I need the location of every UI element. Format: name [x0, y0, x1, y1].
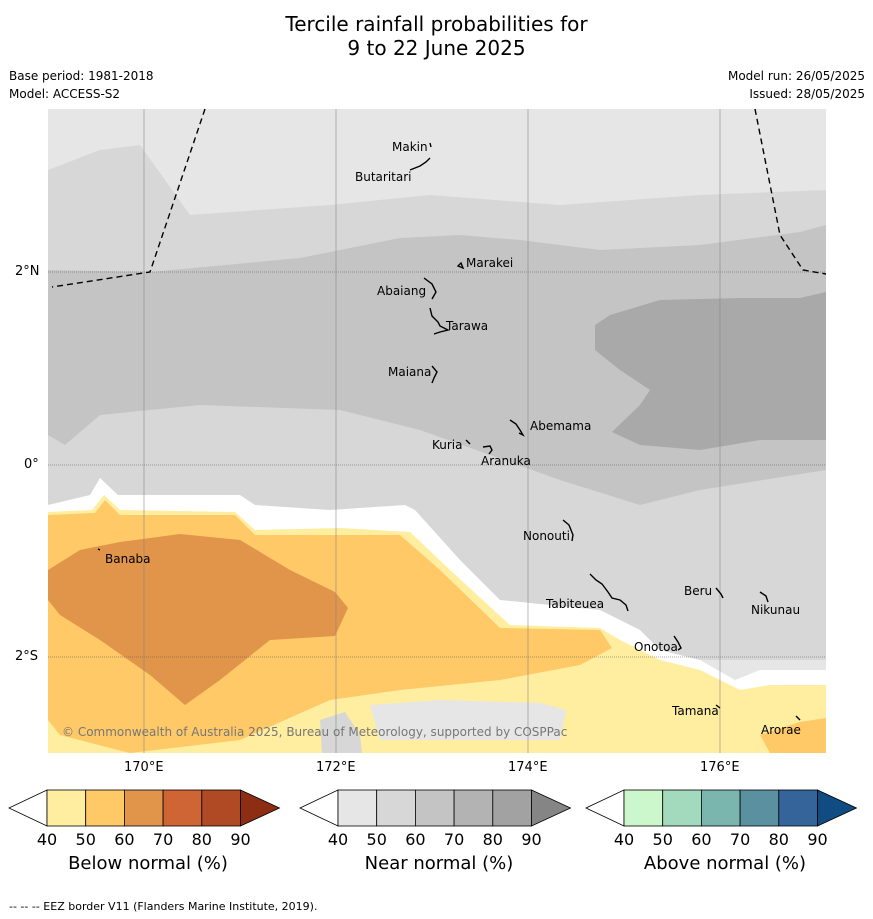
- colorbar-tick-label: 90: [230, 830, 251, 849]
- colorbar-swatch: [453, 789, 494, 827]
- island-label-tarawa: Tarawa: [445, 319, 488, 333]
- lat-label-2n: 2°N: [15, 264, 40, 279]
- island-label-aranuka: Aranuka: [481, 454, 531, 468]
- colorbar-extend-high: [817, 789, 858, 827]
- colorbar-tick-label: 70: [443, 830, 465, 849]
- colorbar-tick-label: 70: [152, 830, 174, 849]
- colorbar-swatches: [299, 789, 572, 827]
- island-label-maiana: Maiana: [388, 365, 431, 379]
- model-name: Model: ACCESS-S2: [9, 87, 121, 101]
- island-label-nonouti: Nonouti: [523, 529, 570, 543]
- colorbar-swatch: [124, 789, 164, 827]
- colorbar-ticks: 40 50 60 70 80 90: [299, 830, 579, 850]
- colorbar-tick-label: 80: [768, 830, 789, 849]
- colorbar-tick-label: 80: [191, 830, 212, 849]
- colorbar-swatch: [337, 789, 378, 827]
- rainfall-map: Makin Butaritari Marakei Abaiang Tarawa …: [48, 108, 827, 753]
- colorbar-extend-low: [8, 789, 48, 827]
- island-label-arorae: Arorae: [761, 723, 801, 737]
- colorbar-above-normal: 40 50 60 70 80 90 Above normal (%): [585, 786, 865, 876]
- island-label-abaiang: Abaiang: [377, 284, 426, 298]
- chart-title: Tercile rainfall probabilities for 9 to …: [0, 12, 873, 60]
- colorbar-tick-label: 60: [405, 830, 426, 849]
- colorbar-extend-low: [299, 789, 339, 827]
- island-label-butaritari: Butaritari: [355, 170, 412, 184]
- colorbar-swatch: [701, 789, 741, 827]
- graticule: [48, 271, 826, 658]
- colorbar-tick-label: 50: [75, 830, 96, 849]
- island-shapes: [97, 142, 801, 721]
- lat-label-2s: 2°S: [15, 649, 39, 664]
- island-label-marakei: Marakei: [466, 256, 513, 270]
- colorbar-extend-low: [585, 789, 625, 827]
- map-fields: [48, 109, 826, 753]
- colorbar-tick-label: 40: [613, 830, 635, 849]
- island-label-banaba: Banaba: [105, 552, 151, 566]
- lat-label-0: 0°: [24, 457, 39, 472]
- colorbar-tick-label: 50: [366, 830, 387, 849]
- field-below-50b: [760, 718, 826, 753]
- island-label-kuria: Kuria: [432, 438, 463, 452]
- colorbar-tick-label: 60: [691, 830, 712, 849]
- lon-label-170e: 170°E: [124, 760, 164, 775]
- field-below-60: [48, 534, 348, 705]
- colorbar-swatch: [739, 789, 780, 827]
- issued-date: Issued: 28/05/2025: [749, 87, 865, 101]
- colorbar-near-normal: 40 50 60 70 80 90 Near normal (%): [299, 786, 579, 876]
- model-run: Model run: 26/05/2025: [727, 69, 865, 83]
- colorbar-below-normal: 40 50 60 70 80 90 Below normal (%): [8, 786, 288, 876]
- field-near-pocket: [320, 712, 362, 753]
- meta-right: Model run: 26/05/2025 Issued: 28/05/2025: [728, 67, 865, 103]
- colorbar-ticks: 40 50 60 70 80 90: [585, 830, 865, 850]
- island-labels: Makin Butaritari Marakei Abaiang Tarawa …: [105, 140, 801, 737]
- island-label-onotoa: Onotoa: [634, 640, 678, 654]
- island-label-abemama: Abemama: [530, 419, 591, 433]
- island-label-makin: Makin: [392, 140, 428, 154]
- lon-label-174e: 174°E: [508, 760, 548, 775]
- colorbar-swatch: [492, 789, 532, 827]
- colorbar-title: Above normal (%): [643, 853, 807, 874]
- colorbar-swatches: [8, 789, 281, 827]
- title-line-2: 9 to 22 June 2025: [347, 36, 526, 60]
- colorbar-swatch: [662, 789, 702, 827]
- colorbar-swatch: [415, 789, 455, 827]
- colorbar-swatches: [585, 789, 858, 827]
- colorbar-tick-label: 40: [327, 830, 349, 849]
- lon-label-172e: 172°E: [316, 760, 356, 775]
- island-label-beru: Beru: [684, 584, 712, 598]
- colorbar-extend-high: [240, 789, 281, 827]
- colorbar-tick-label: 50: [652, 830, 673, 849]
- colorbar-tick-label: 70: [729, 830, 751, 849]
- lon-label-176e: 176°E: [700, 760, 740, 775]
- colorbar-swatch: [46, 789, 87, 827]
- colorbar-tick-label: 40: [36, 830, 58, 849]
- title-line-1: Tercile rainfall probabilities for: [285, 12, 588, 36]
- colorbar-tick-label: 90: [807, 830, 828, 849]
- island-label-tabiteuea: Tabiteuea: [545, 597, 604, 611]
- field-near-70: [595, 292, 826, 450]
- eez-footnote: -- -- -- EEZ border V11 (Flanders Marine…: [9, 900, 318, 913]
- colorbar-tick-label: 80: [482, 830, 503, 849]
- eez-border: [51, 108, 827, 288]
- colorbar-swatch: [778, 789, 818, 827]
- copyright-notice: © Commonwealth of Australia 2025, Bureau…: [62, 725, 567, 739]
- colorbar-swatch: [162, 789, 203, 827]
- colorbar-title: Near normal (%): [364, 853, 514, 874]
- island-label-nikunau: Nikunau: [751, 603, 800, 617]
- colorbar-swatch: [201, 789, 241, 827]
- colorbar-tick-label: 90: [521, 830, 542, 849]
- colorbar-swatch: [376, 789, 416, 827]
- colorbar-ticks: 40 50 60 70 80 90: [8, 830, 288, 850]
- colorbar-title: Below normal (%): [68, 853, 228, 874]
- colorbar-swatch: [85, 789, 125, 827]
- meridians: [143, 109, 721, 753]
- colorbar-extend-high: [531, 789, 572, 827]
- field-near-pocket2: [370, 700, 566, 740]
- island-label-tamana: Tamana: [671, 704, 719, 718]
- colorbar-swatch: [623, 789, 664, 827]
- colorbar-tick-label: 60: [114, 830, 135, 849]
- base-period: Base period: 1981-2018: [9, 69, 154, 83]
- meta-left: Base period: 1981-2018 Model: ACCESS-S2: [9, 67, 154, 103]
